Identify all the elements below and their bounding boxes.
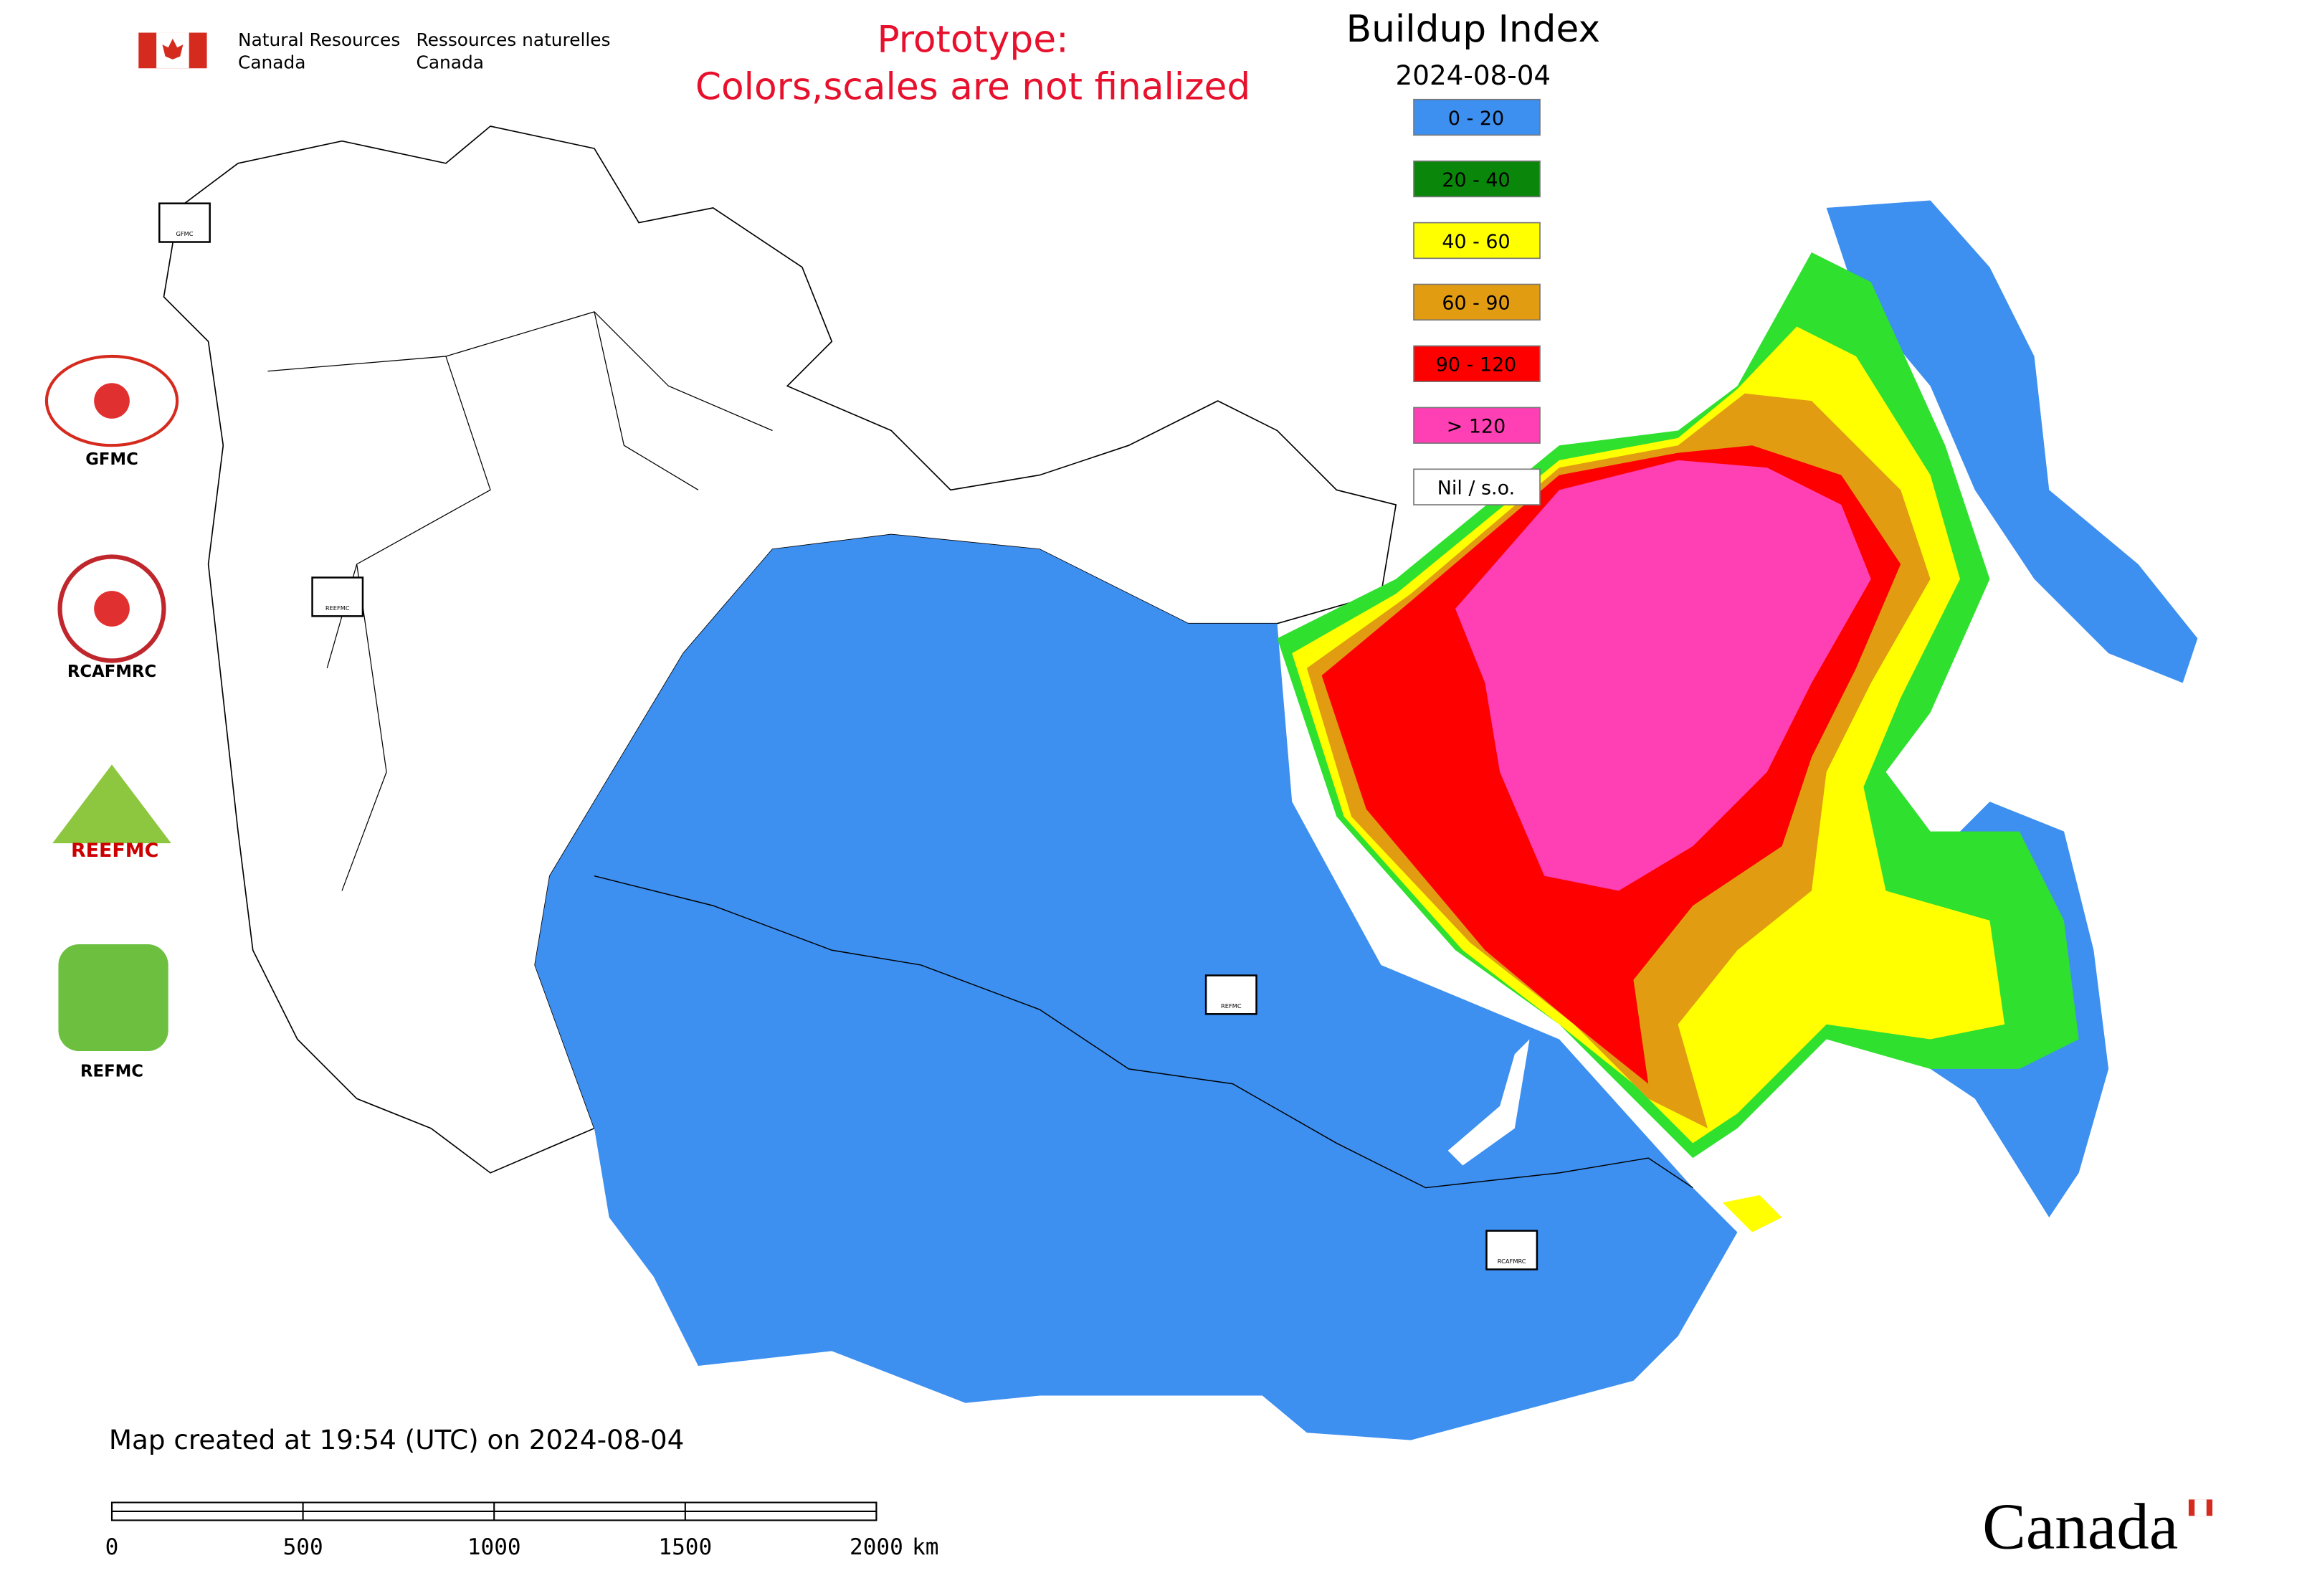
notice: Prototype: [877, 18, 1068, 61]
map-logo [1485, 1230, 1538, 1270]
legend-swatch [1413, 407, 1541, 444]
map-logo-label: REEFMC [325, 604, 350, 612]
canada-wordmark: Canada [1982, 1491, 2178, 1563]
legend-swatch [1413, 98, 1541, 136]
legend-label: 60 - 90 [1442, 293, 1510, 315]
legend-label: 40 - 60 [1442, 231, 1510, 253]
map-region [535, 534, 1738, 1440]
scale-label: 1000 [467, 1534, 521, 1560]
border [594, 875, 1693, 1189]
scale-label: 1500 [658, 1534, 712, 1560]
legend-swatch [1413, 283, 1541, 321]
map-logo-label: REFMC [1221, 1002, 1242, 1010]
map-region [1722, 1194, 1782, 1232]
legend-date: 2024-08-04 [1396, 60, 1551, 91]
map-region [1455, 460, 1871, 891]
notice: Colors,scales are not finalized [695, 66, 1250, 109]
map-logo [1204, 974, 1257, 1015]
logo-emblem [52, 764, 171, 844]
scale-label: 500 [283, 1534, 323, 1560]
legend-label: > 120 [1447, 416, 1506, 438]
logo-label: REFMC [80, 1062, 143, 1080]
outline-region [267, 311, 773, 891]
map-logo-label: RCAFMRC [1498, 1258, 1526, 1265]
map-logo-label: GFMC [176, 230, 193, 237]
canada-flag [138, 32, 207, 69]
legend-swatch [1413, 468, 1541, 505]
legend-label: 90 - 120 [1436, 354, 1516, 376]
legend-swatch [1413, 222, 1541, 260]
wordmark-flag [2194, 1499, 2207, 1516]
agency-name: Ressources naturelles [417, 29, 611, 50]
legend-label: 0 - 20 [1448, 108, 1504, 130]
scale-label: 0 [105, 1534, 119, 1560]
scale-unit: km [912, 1534, 938, 1560]
lake [1447, 1039, 1530, 1166]
legend-swatch [1413, 345, 1541, 382]
logo-label: GFMC [85, 450, 138, 469]
logo-emblem [44, 354, 179, 447]
map-logo [311, 576, 364, 617]
agency-name: Canada [238, 52, 305, 72]
agency-name: Canada [417, 52, 484, 72]
map-created: Map created at 19:54 (UTC) on 2024-08-04 [109, 1424, 684, 1455]
logo-emblem [58, 944, 168, 1052]
legend-label: Nil / s.o. [1437, 478, 1515, 500]
map-logo [158, 202, 211, 243]
legend-label: 20 - 40 [1442, 169, 1510, 191]
legend-title: Buildup Index [1346, 8, 1600, 51]
map-region [1826, 200, 2198, 683]
scale-label: 2000 [850, 1534, 903, 1560]
logo-emblem [57, 554, 166, 663]
logo-flame [94, 591, 130, 627]
agency-name: Natural Resources [238, 29, 400, 50]
logo-flame [94, 383, 130, 419]
logo-label: REEFMC [71, 840, 158, 862]
legend-swatch [1413, 160, 1541, 198]
logo-label: RCAFMRC [67, 662, 156, 681]
